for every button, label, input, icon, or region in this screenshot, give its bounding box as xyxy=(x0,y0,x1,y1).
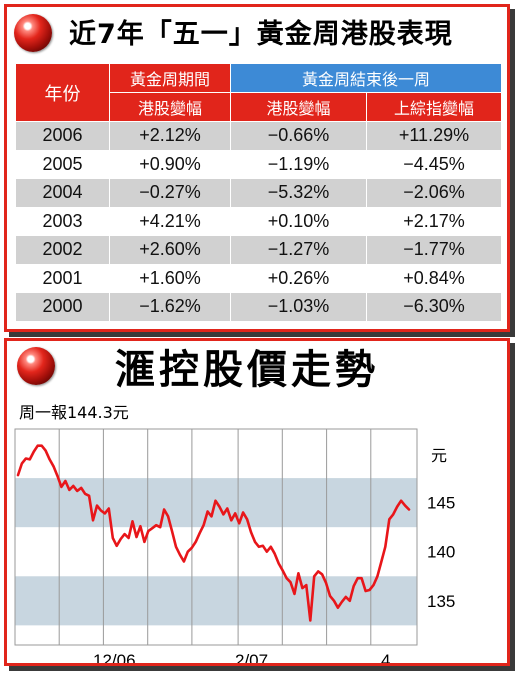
after-sh-change-cell: −6.30% xyxy=(366,292,502,322)
red-ball-icon xyxy=(17,347,55,385)
after-hk-change-cell: −1.19% xyxy=(230,149,367,179)
y-unit-label: 元 xyxy=(431,446,447,465)
table-row: 2004 −0.27% −5.32% −2.06% xyxy=(15,178,502,208)
year-cell: 2002 xyxy=(15,235,110,265)
after-hk-change-cell: −1.03% xyxy=(230,292,367,322)
table-row: 2005 +0.90% −1.19% −4.45% xyxy=(15,149,502,179)
plot-band xyxy=(15,576,417,626)
red-ball-icon xyxy=(14,14,52,52)
header-after-main: 黃金周結束後一周 xyxy=(230,63,502,93)
after-hk-change-cell: −0.66% xyxy=(230,121,367,151)
after-sh-change-cell: +0.84% xyxy=(366,263,502,293)
gold-week-table-panel: 近7年「五一」黃金周港股表現 年份 黃金周期間 黃金周結束後一周 港股變幅 港股… xyxy=(4,4,510,332)
year-cell: 2001 xyxy=(15,263,110,293)
header-after-sh: 上綜指變幅 xyxy=(366,92,502,122)
after-sh-change-cell: −1.77% xyxy=(366,235,502,265)
after-sh-change-cell: +2.17% xyxy=(366,206,502,236)
x-tick-label: 2/07 xyxy=(235,651,268,663)
table-row: 2002 +2.60% −1.27% −1.77% xyxy=(15,235,502,265)
table-row: 2006 +2.12% −0.66% +11.29% xyxy=(15,121,502,151)
year-cell: 2005 xyxy=(15,149,110,179)
price-line xyxy=(16,444,411,622)
y-tick-label: 145 xyxy=(427,494,455,513)
table-row: 2003 +4.21% +0.10% +2.17% xyxy=(15,206,502,236)
after-hk-change-cell: −1.27% xyxy=(230,235,367,265)
after-hk-change-cell: +0.10% xyxy=(230,206,367,236)
during-change-cell: +1.60% xyxy=(109,263,231,293)
after-hk-change-cell: −5.32% xyxy=(230,178,367,208)
table-title: 近7年「五一」黃金周港股表現 xyxy=(69,19,453,50)
x-tick-label: 12/06 xyxy=(93,651,136,663)
y-tick-label: 135 xyxy=(427,592,455,611)
during-change-cell: −0.27% xyxy=(109,178,231,208)
hsbc-price-chart-panel: 滙控股價走勢 周一報144.3元 135 140 145 元 12/06 2/07 4 xyxy=(4,338,510,666)
header-during-sub: 港股變幅 xyxy=(109,92,231,122)
during-change-cell: +2.12% xyxy=(109,121,231,151)
header-year: 年份 xyxy=(15,63,110,122)
year-cell: 2004 xyxy=(15,178,110,208)
chart-subtitle: 周一報144.3元 xyxy=(19,403,129,422)
gold-week-table: 年份 黃金周期間 黃金周結束後一周 港股變幅 港股變幅 上綜指變幅 2006 +… xyxy=(15,63,502,322)
y-tick-label: 140 xyxy=(427,543,455,562)
x-tick-label: 4 xyxy=(381,651,390,663)
year-cell: 2003 xyxy=(15,206,110,236)
table-row: 2001 +1.60% +0.26% +0.84% xyxy=(15,263,502,293)
during-change-cell: +4.21% xyxy=(109,206,231,236)
chart-title: 滙控股價走勢 xyxy=(115,347,379,393)
year-cell: 2006 xyxy=(15,121,110,151)
plot-frame xyxy=(14,428,418,646)
during-change-cell: −1.62% xyxy=(109,292,231,322)
header-during-main: 黃金周期間 xyxy=(109,63,231,93)
after-sh-change-cell: −4.45% xyxy=(366,149,502,179)
after-hk-change-cell: +0.26% xyxy=(230,263,367,293)
year-cell: 2000 xyxy=(15,292,110,322)
after-sh-change-cell: +11.29% xyxy=(366,121,502,151)
price-line-chart: 135 140 145 元 12/06 2/07 4 xyxy=(14,428,455,663)
table-row: 2000 −1.62% −1.03% −6.30% xyxy=(15,292,502,322)
header-after-hk: 港股變幅 xyxy=(230,92,367,122)
during-change-cell: +0.90% xyxy=(109,149,231,179)
after-sh-change-cell: −2.06% xyxy=(366,178,502,208)
during-change-cell: +2.60% xyxy=(109,235,231,265)
